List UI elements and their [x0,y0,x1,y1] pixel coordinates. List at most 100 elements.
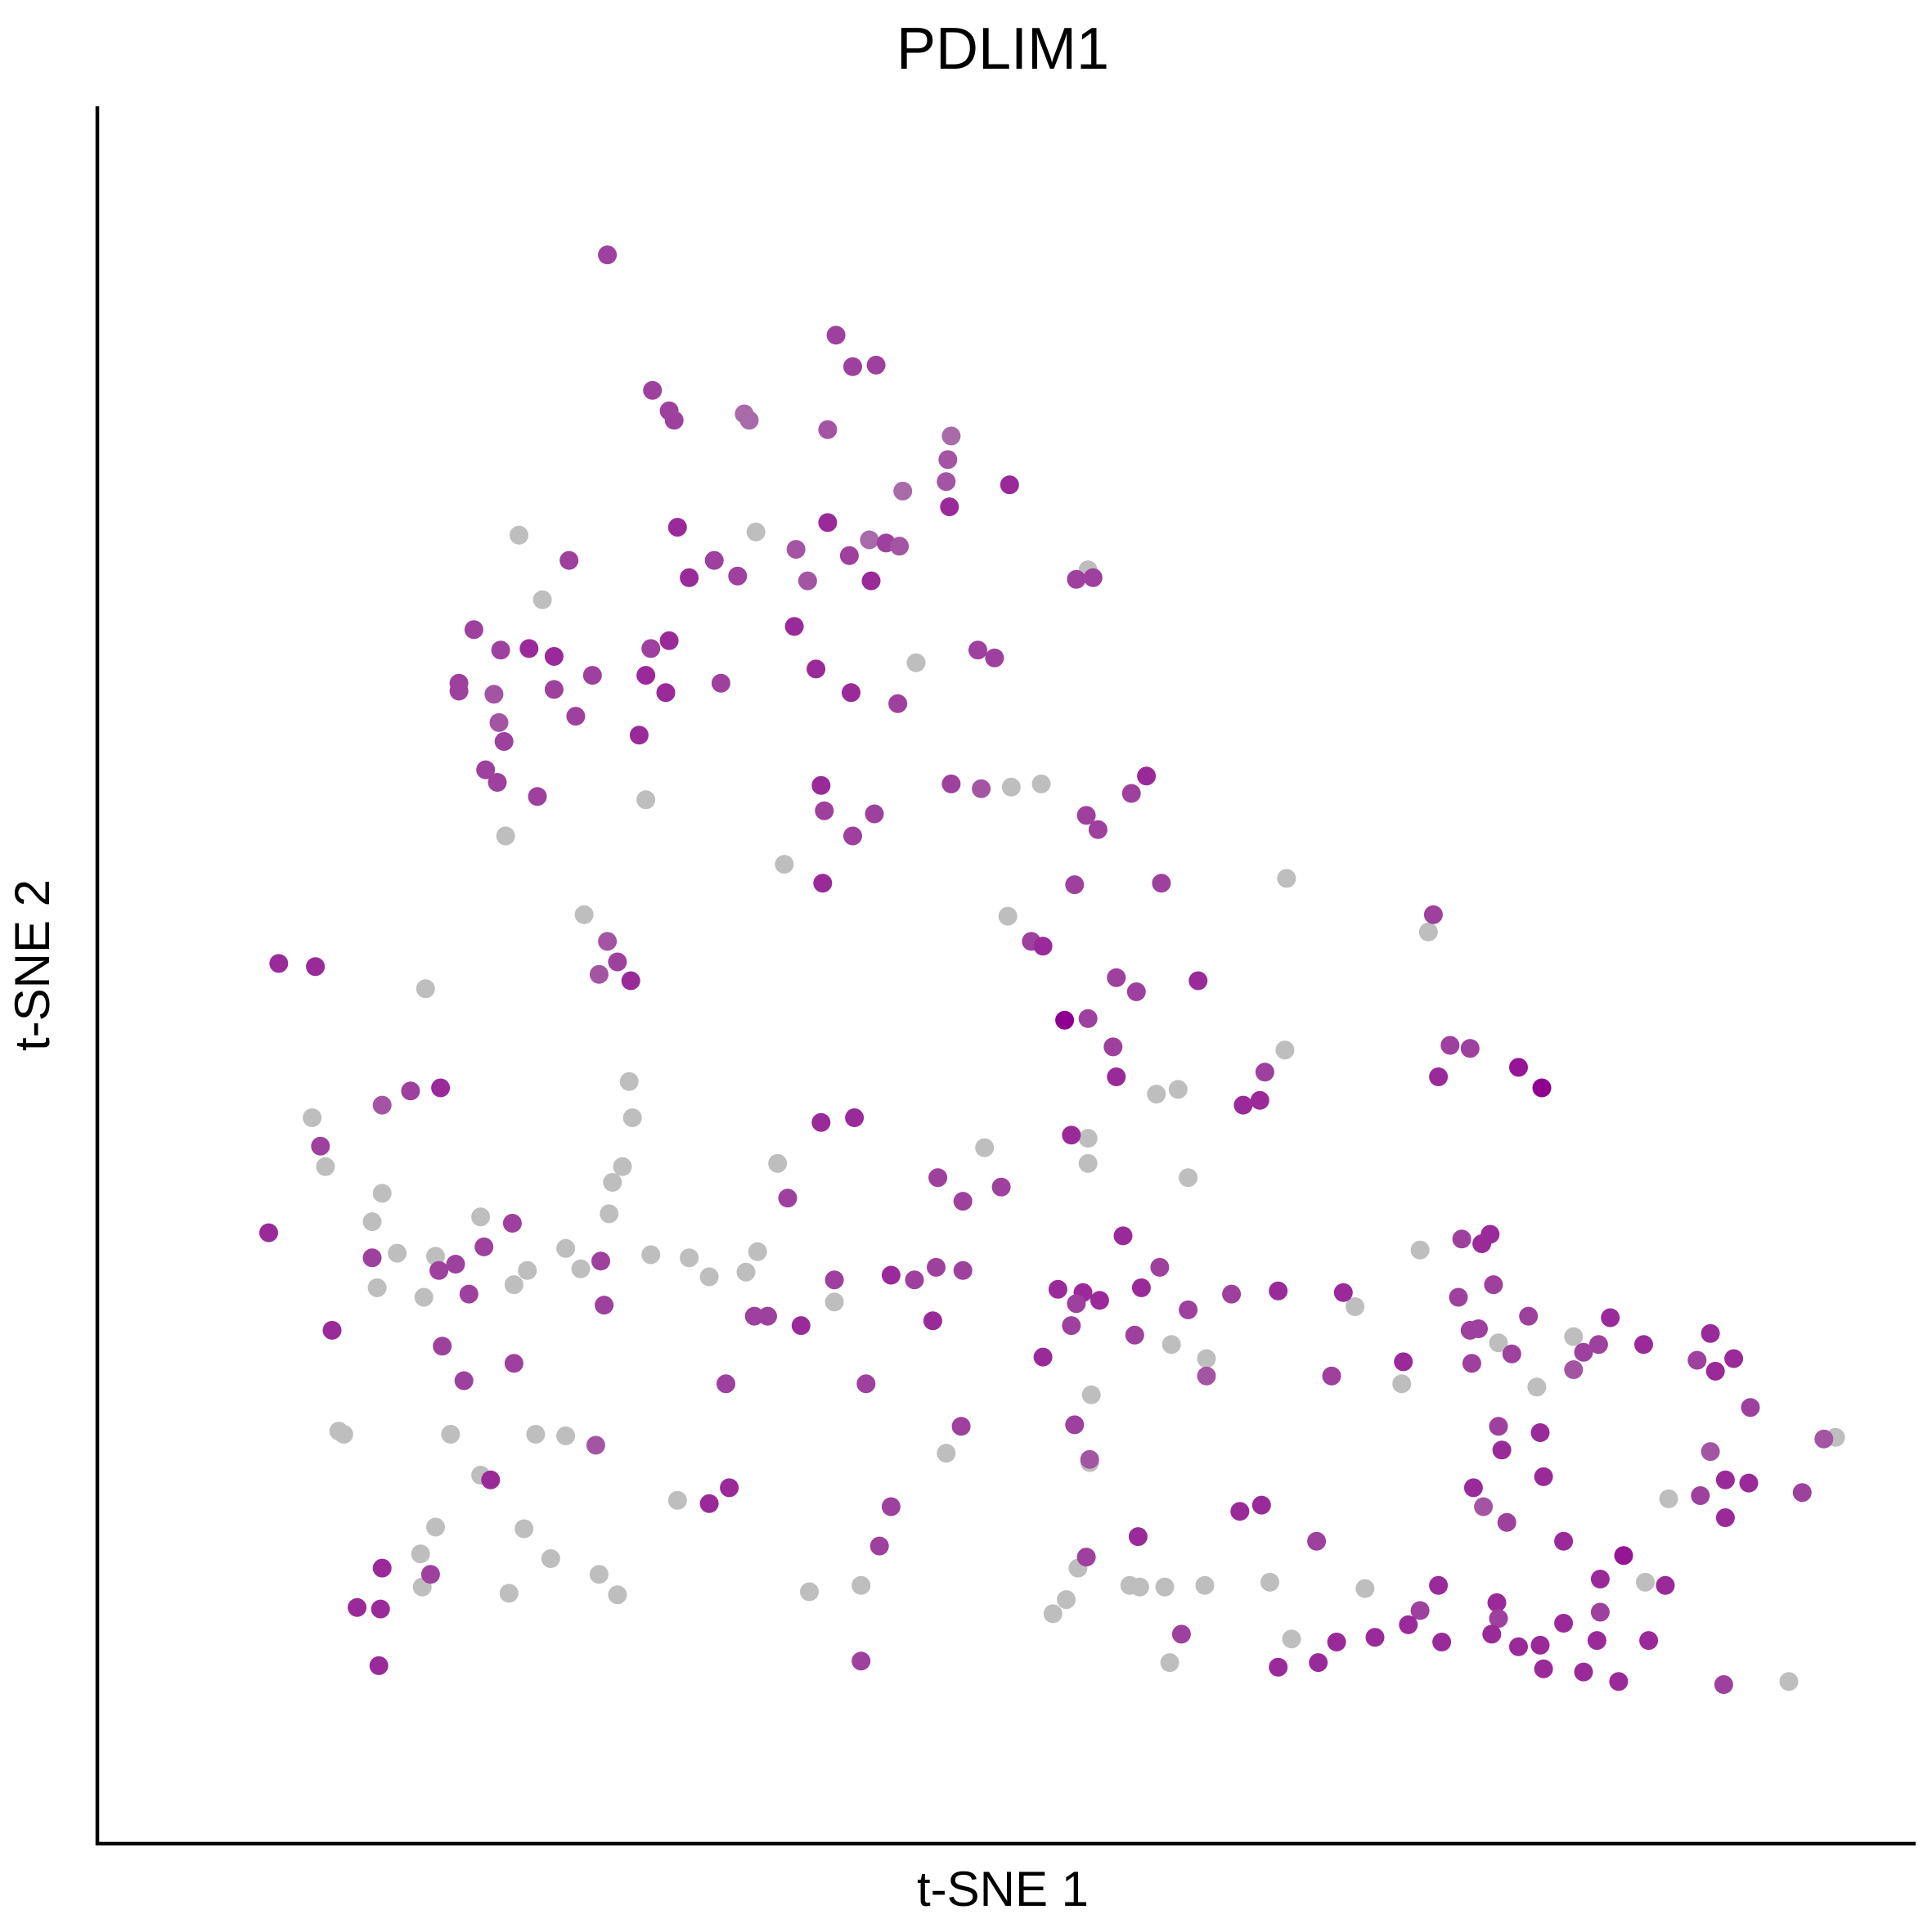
data-point-30 [680,568,699,587]
data-point-15 [940,497,959,517]
data-point-294 [1590,1602,1610,1622]
data-point-203 [1574,1342,1593,1362]
data-point-172 [824,1270,844,1290]
data-point-48 [711,673,730,693]
data-point-255 [1715,1508,1735,1527]
data-point-256 [1497,1512,1516,1532]
data-point-125 [316,1157,335,1176]
data-point-165 [881,1265,901,1285]
data-point-229 [526,1425,546,1444]
data-point-77 [775,855,794,874]
data-point-152 [748,1242,767,1261]
data-point-263 [411,1544,430,1564]
data-point-212 [1564,1360,1584,1379]
data-point-210 [1687,1350,1707,1370]
data-point-207 [1197,1349,1216,1368]
data-point-196 [1564,1327,1584,1346]
data-point-245 [1463,1478,1483,1498]
data-point-38 [491,640,510,660]
data-point-219 [856,1374,876,1394]
data-point-23 [559,550,579,570]
data-point-123 [1062,1126,1081,1145]
data-point-166 [824,1292,844,1312]
data-point-140 [259,1223,278,1242]
data-point-182 [1067,1294,1086,1314]
data-point-1 [826,326,846,345]
data-point-163 [1150,1257,1170,1277]
data-point-273 [1130,1577,1149,1597]
data-point-19 [746,522,766,541]
data-point-16 [667,518,687,537]
data-point-286 [1429,1575,1449,1595]
data-point-261 [869,1536,889,1556]
data-point-58 [494,732,514,751]
data-point-82 [574,905,594,924]
data-point-190 [791,1316,811,1336]
data-point-285 [1355,1579,1375,1598]
data-point-299 [1399,1615,1418,1634]
data-point-313 [1574,1662,1593,1682]
data-point-100 [1103,1037,1123,1057]
data-point-181 [1346,1297,1365,1316]
data-point-127 [768,1153,788,1173]
data-point-248 [1534,1467,1553,1486]
data-point-209 [1462,1354,1481,1373]
data-point-146 [388,1243,407,1263]
data-point-225 [1489,1417,1508,1436]
data-point-9 [818,420,838,439]
data-point-258 [426,1517,445,1537]
data-point-156 [429,1260,449,1280]
data-point-315 [1779,1672,1799,1692]
data-point-295 [1554,1614,1574,1633]
y-axis-label: t-SNE 2 [5,879,60,1051]
data-point-81 [1277,869,1296,888]
data-point-2 [843,357,862,376]
data-point-130 [1179,1168,1198,1188]
data-point-157 [518,1260,537,1280]
data-point-117 [1250,1090,1269,1110]
data-point-153 [362,1248,382,1268]
data-point-160 [736,1262,756,1282]
data-point-134 [778,1188,798,1208]
data-point-133 [372,1184,392,1203]
data-point-42 [636,666,656,685]
data-point-113 [431,1078,451,1098]
data-point-206 [504,1354,523,1373]
data-point-170 [504,1275,523,1295]
data-point-78 [813,874,833,893]
data-point-259 [514,1519,534,1539]
data-point-292 [1057,1590,1076,1610]
x-axis-label: t-SNE 1 [917,1862,1089,1916]
data-point-233 [1530,1423,1550,1442]
data-point-129 [1078,1153,1098,1173]
data-point-96 [1188,971,1208,991]
data-point-238 [1080,1449,1099,1469]
data-point-62 [811,775,831,795]
data-point-86 [998,906,1018,926]
data-point-54 [842,683,860,703]
data-point-250 [1474,1497,1494,1516]
data-point-83 [1423,905,1443,924]
data-point-44 [968,640,987,660]
data-point-10 [941,426,961,446]
data-point-20 [860,530,879,550]
data-point-169 [414,1287,434,1307]
data-point-184 [1179,1300,1198,1319]
data-point-265 [1076,1548,1096,1567]
data-point-88 [1033,937,1053,956]
data-point-185 [744,1306,764,1326]
data-point-115 [622,1108,642,1127]
data-point-141 [1113,1226,1133,1246]
data-point-55 [888,694,908,713]
data-point-51 [484,685,504,704]
data-point-290 [348,1597,367,1617]
data-point-222 [1741,1398,1760,1418]
data-point-158 [571,1259,591,1278]
data-point-3 [866,355,886,375]
data-point-40 [544,647,564,666]
data-point-18 [510,525,528,545]
data-point-37 [784,617,804,636]
data-point-180 [1484,1275,1503,1295]
data-point-173 [1048,1279,1067,1299]
